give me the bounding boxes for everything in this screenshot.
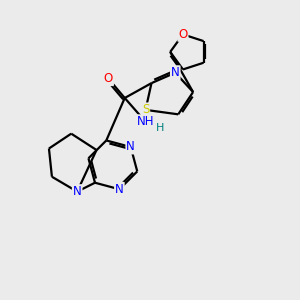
Text: N: N — [73, 185, 82, 198]
Text: N: N — [171, 66, 180, 79]
Text: N: N — [126, 140, 135, 154]
Text: N: N — [115, 183, 124, 196]
Text: H: H — [156, 123, 165, 133]
Text: NH: NH — [137, 115, 154, 128]
Text: O: O — [104, 72, 113, 85]
Text: O: O — [178, 28, 188, 41]
Text: S: S — [142, 103, 149, 116]
